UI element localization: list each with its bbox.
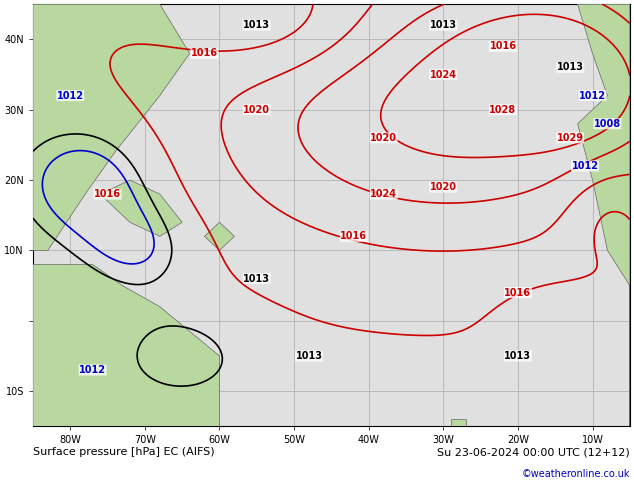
Text: ©weatheronline.co.uk: ©weatheronline.co.uk (521, 468, 630, 479)
Text: 1020: 1020 (243, 105, 270, 115)
Text: 1013: 1013 (557, 63, 584, 73)
Polygon shape (578, 4, 630, 426)
Polygon shape (33, 265, 219, 426)
Text: 1020: 1020 (370, 133, 397, 143)
Polygon shape (451, 419, 466, 433)
Text: 1013: 1013 (243, 273, 270, 284)
Text: 1016: 1016 (505, 288, 531, 297)
Text: 1013: 1013 (430, 20, 457, 30)
Text: 1016: 1016 (340, 231, 367, 242)
Text: 1012: 1012 (572, 161, 598, 171)
Text: Su 23-06-2024 00:00 UTC (12+12): Su 23-06-2024 00:00 UTC (12+12) (437, 447, 630, 457)
Text: 1012: 1012 (57, 91, 84, 100)
Polygon shape (100, 180, 182, 236)
Text: 1016: 1016 (94, 189, 121, 199)
Text: 1013: 1013 (505, 351, 531, 361)
Polygon shape (33, 4, 190, 250)
Text: 1029: 1029 (557, 133, 584, 143)
Text: 1024: 1024 (430, 70, 457, 79)
Text: 1016: 1016 (191, 49, 218, 58)
Text: 1012: 1012 (579, 91, 606, 100)
Text: 1012: 1012 (79, 365, 106, 375)
Text: 1020: 1020 (430, 182, 457, 192)
Text: 1013: 1013 (243, 20, 270, 30)
Text: 1024: 1024 (370, 189, 397, 199)
Polygon shape (205, 222, 235, 250)
Text: 1028: 1028 (489, 105, 517, 115)
Text: Surface pressure [hPa] EC (AIFS): Surface pressure [hPa] EC (AIFS) (33, 447, 214, 457)
Text: 1008: 1008 (594, 119, 621, 129)
Text: 1013: 1013 (295, 351, 323, 361)
Text: 1016: 1016 (489, 41, 517, 51)
